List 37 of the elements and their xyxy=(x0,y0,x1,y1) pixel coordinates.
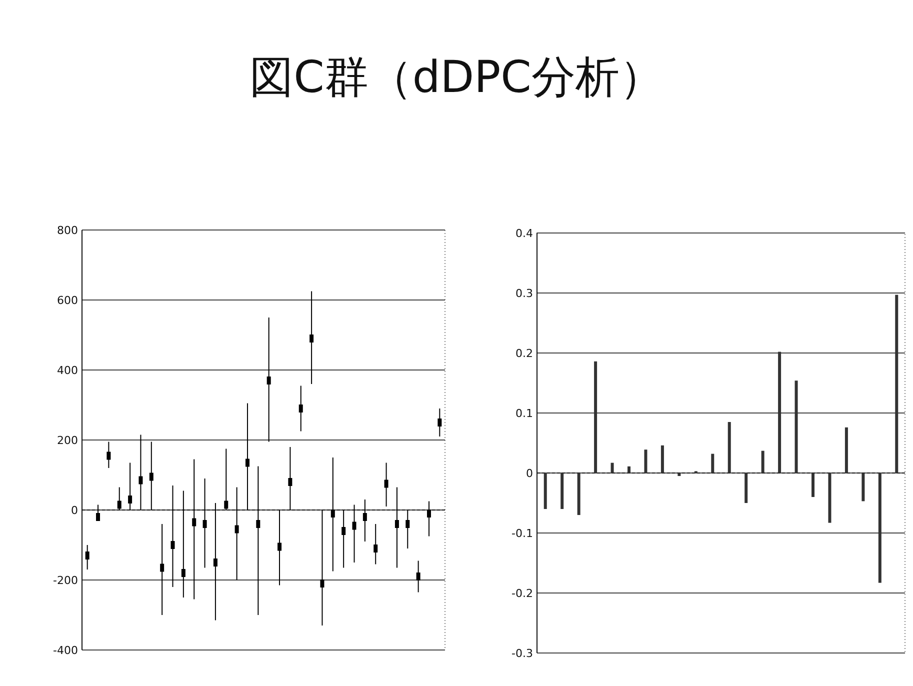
bar xyxy=(878,473,882,583)
y-tick-label: 400 xyxy=(57,364,78,377)
bar xyxy=(812,473,814,497)
bar xyxy=(644,450,648,473)
bar xyxy=(594,361,598,473)
y-tick-label: -0.1 xyxy=(512,527,533,540)
bar xyxy=(828,473,832,523)
y-tick-label: 800 xyxy=(57,224,78,237)
bar xyxy=(711,454,714,473)
bar xyxy=(628,466,630,473)
y-tick-label: 0.3 xyxy=(516,287,533,300)
bar xyxy=(610,462,614,473)
bar xyxy=(761,450,764,473)
bar xyxy=(678,473,681,476)
y-tick-label: 600 xyxy=(57,294,78,307)
chart-title: 図C群（dDPC分析） xyxy=(250,52,664,103)
y-tick-label: 0.1 xyxy=(516,407,533,420)
bar xyxy=(728,422,731,473)
y-tick-label: -0.3 xyxy=(512,647,533,660)
bar xyxy=(844,427,848,473)
bar xyxy=(862,473,865,502)
y-tick-label: 0.4 xyxy=(516,227,533,240)
bar xyxy=(560,473,564,509)
y-tick-label: 200 xyxy=(57,434,78,447)
y-tick-label: -0.2 xyxy=(512,587,533,600)
y-tick-label: 0 xyxy=(71,504,78,517)
y-tick-label: -200 xyxy=(53,574,78,587)
bar xyxy=(660,445,664,473)
bar xyxy=(778,352,782,473)
y-tick-label: -400 xyxy=(53,644,78,657)
bar xyxy=(744,473,748,503)
bar xyxy=(544,473,547,509)
bar xyxy=(895,294,898,473)
y-tick-label: 0 xyxy=(526,467,533,480)
bar xyxy=(577,473,580,515)
y-tick-label: 0.2 xyxy=(516,347,533,360)
bar xyxy=(794,380,798,473)
